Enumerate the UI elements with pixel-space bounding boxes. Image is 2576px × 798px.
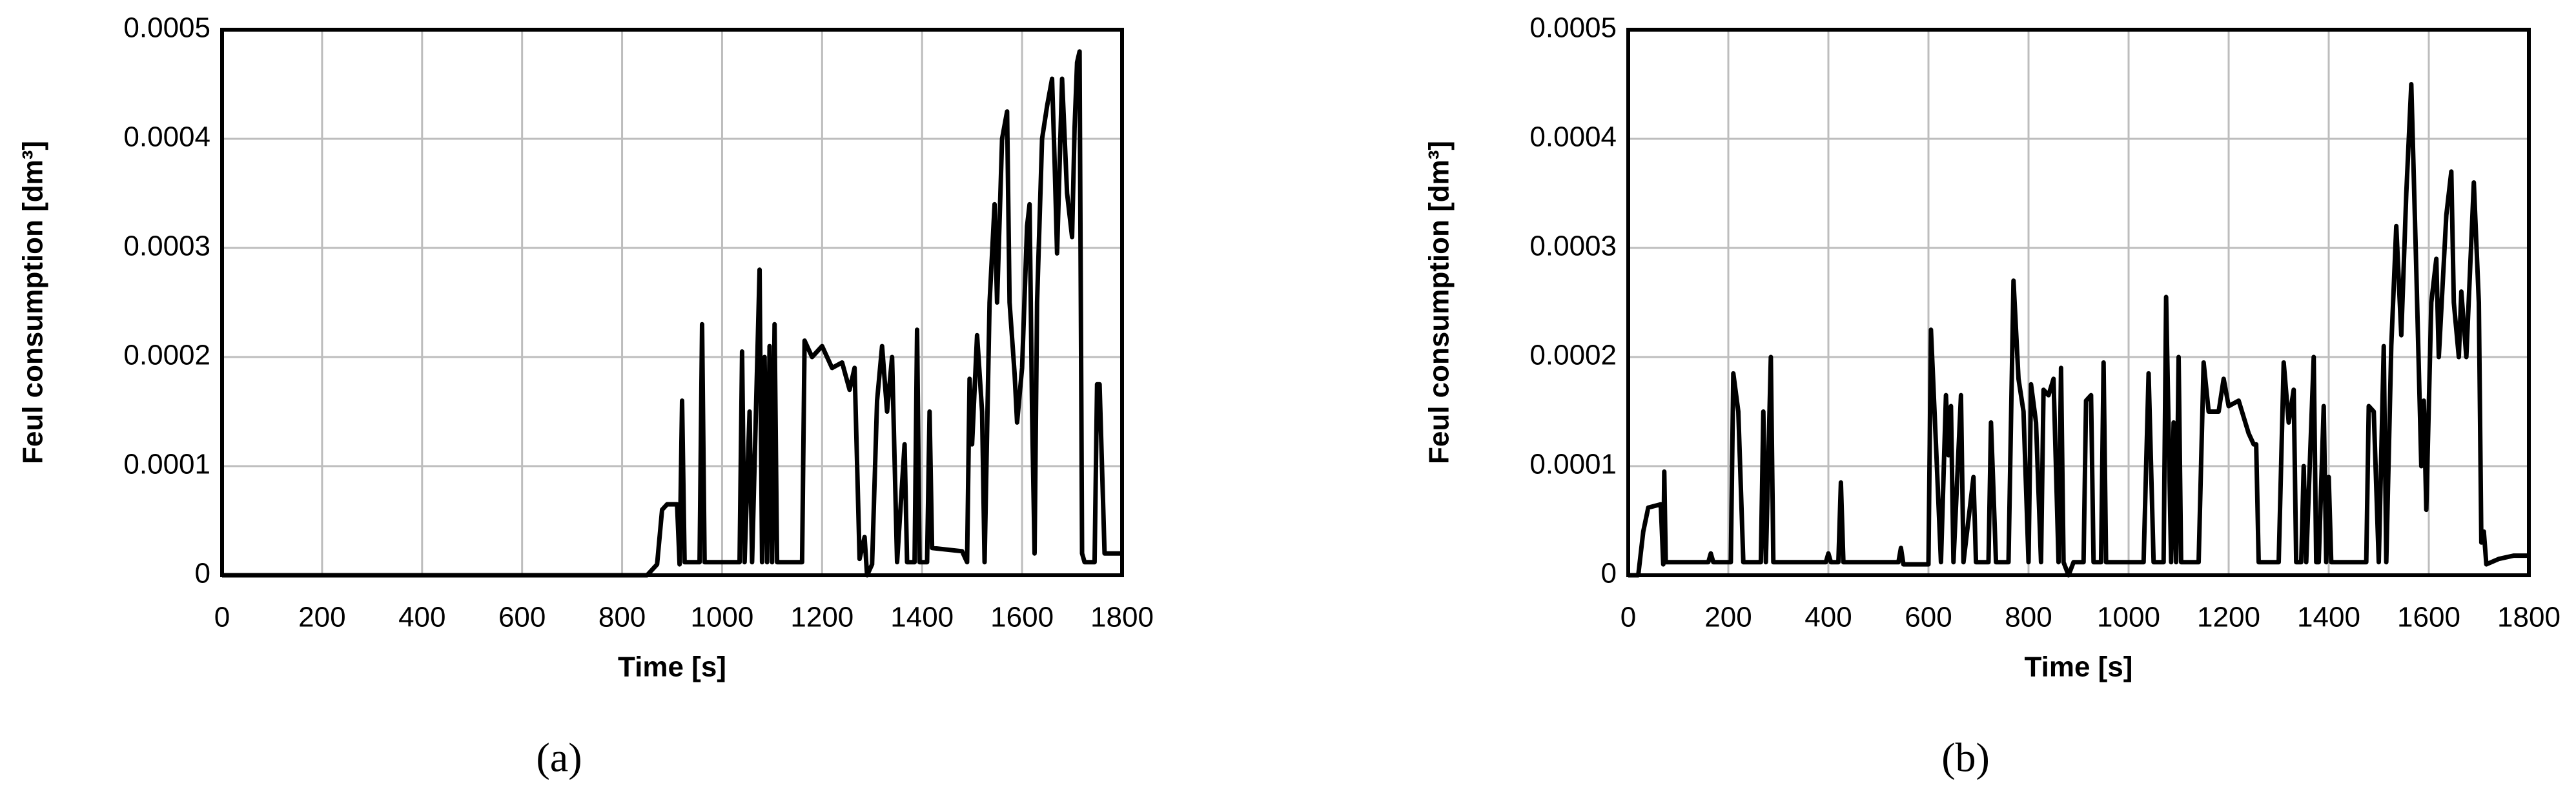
x-tick-label: 1800 [2497, 602, 2561, 633]
y-tick-label: 0.0001 [1529, 449, 1617, 480]
y-tick-label: 0.0003 [1529, 230, 1617, 262]
x-tick-label: 1000 [690, 602, 753, 633]
x-tick-label: 1200 [2197, 602, 2260, 633]
y-tick-label: 0.0004 [1529, 121, 1617, 153]
x-tick-label: 600 [1905, 602, 1952, 633]
y-tick-label: 0.0004 [123, 121, 210, 153]
x-tick-label: 800 [598, 602, 646, 633]
x-tick-label: 400 [1804, 602, 1852, 633]
x-axis-title: Time [s] [618, 651, 726, 683]
y-tick-label: 0.0005 [1529, 12, 1617, 44]
chart: 0 0.0001 0.0002 0.0003 0.0004 0.0005 0 200 400 60… [17, 12, 1154, 781]
x-tick-label: 0 [214, 602, 230, 633]
panel-label: (a) [536, 735, 582, 781]
x-tick-label: 1600 [2397, 602, 2460, 633]
x-tick-label: 1200 [790, 602, 854, 633]
x-tick-label: 1400 [2297, 602, 2360, 633]
y-tick-label: 0.0001 [123, 449, 210, 480]
chart: 0 0.0001 0.0002 0.0003 0.0004 0.0005 0 200 400 60… [1424, 12, 2561, 781]
plot-frame [220, 28, 1124, 577]
panel-label: (b) [1941, 735, 1990, 781]
y-axis-title: Feul consumption [dm³] [17, 141, 49, 464]
y-tick-label: 0.0003 [123, 230, 210, 262]
x-tick-label: 1000 [2097, 602, 2160, 633]
y-tick-label: 0 [195, 558, 210, 589]
x-tick-label: 1400 [890, 602, 954, 633]
x-axis-title: Time [s] [2025, 651, 2133, 683]
x-tick-label: 0 [1620, 602, 1636, 633]
y-tick-label: 0.0002 [123, 340, 210, 371]
data-line [222, 49, 1122, 578]
y-axis-title: Feul consumption [dm³] [1424, 141, 1455, 464]
y-tick-label: 0.0005 [123, 12, 210, 44]
data-line [1628, 82, 2529, 578]
x-tick-label: 800 [2005, 602, 2052, 633]
x-tick-label: 1800 [1090, 602, 1154, 633]
x-tick-label: 400 [398, 602, 445, 633]
x-tick-label: 600 [498, 602, 546, 633]
y-tick-label: 0 [1601, 558, 1617, 589]
x-tick-label: 200 [1704, 602, 1752, 633]
y-tick-label: 0.0002 [1529, 340, 1617, 371]
plot-frame [1626, 28, 2531, 577]
x-tick-label: 1600 [990, 602, 1054, 633]
x-tick-label: 200 [298, 602, 345, 633]
